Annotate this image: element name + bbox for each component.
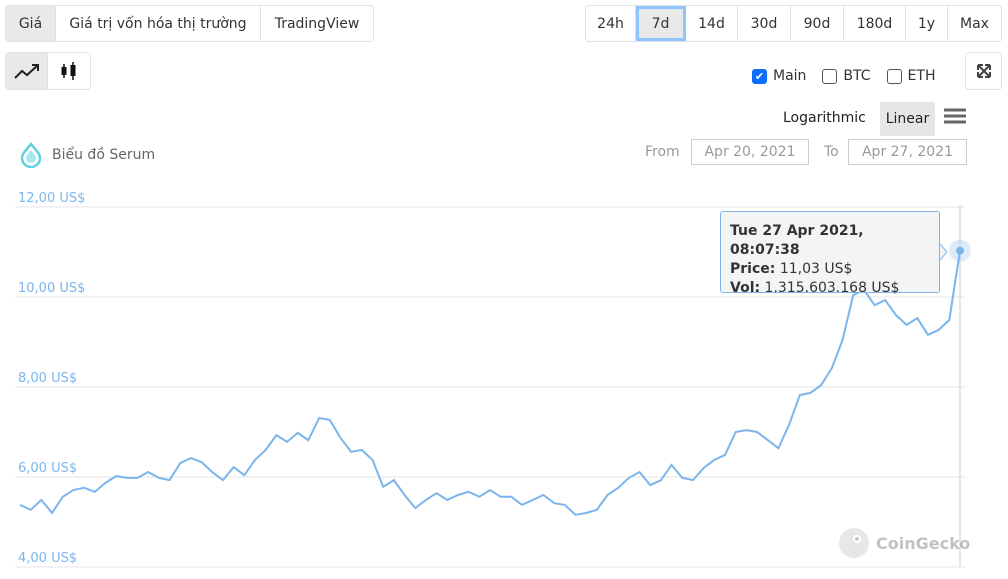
checkbox[interactable]: [822, 68, 838, 84]
range-1y[interactable]: 1y: [906, 6, 948, 41]
coingecko-watermark: CoinGecko: [838, 527, 970, 559]
chart-title: Biểu đồ Serum: [18, 142, 155, 168]
toggle-label: BTC: [843, 68, 871, 84]
y-tick-label: 12,00 US$: [18, 191, 86, 206]
tooltip-date: Tue 27 Apr 2021, 08:07:38: [730, 223, 864, 258]
hamburger-menu-icon: [943, 108, 967, 124]
range-7d[interactable]: 7d: [636, 6, 686, 41]
range-180d[interactable]: 180d: [844, 6, 906, 41]
coingecko-logo-icon: [839, 528, 869, 558]
range-buttons: 24h 7d 14d 30d 90d 180d 1y Max: [585, 5, 1002, 42]
tab-market-cap[interactable]: Giá trị vốn hóa thị trường: [56, 6, 261, 41]
logarithmic-button[interactable]: Logarithmic: [783, 110, 866, 126]
expand-icon: [976, 64, 991, 78]
candlestick-icon: [61, 62, 76, 80]
range-max[interactable]: Max: [948, 6, 1001, 41]
to-label: To: [824, 144, 839, 160]
toggle-label: Main: [773, 68, 807, 84]
from-label: From: [645, 144, 680, 160]
tab-price[interactable]: Giá: [6, 6, 56, 41]
line-chart-button[interactable]: [6, 53, 48, 89]
range-30d[interactable]: 30d: [738, 6, 791, 41]
tooltip-vol: 1.315.603.168 US$: [764, 280, 900, 296]
tab-tradingview[interactable]: TradingView: [261, 6, 373, 41]
range-90d[interactable]: 90d: [791, 6, 844, 41]
checkbox[interactable]: [886, 68, 902, 84]
range-14d[interactable]: 14d: [686, 6, 738, 41]
toggle-label: ETH: [907, 68, 936, 84]
linear-button[interactable]: Linear: [880, 102, 935, 136]
range-24h[interactable]: 24h: [586, 6, 636, 41]
chart-title-text: Biểu đồ Serum: [52, 147, 156, 163]
chart-menu-button[interactable]: [943, 108, 967, 130]
line-chart-icon: [13, 64, 39, 79]
checkbox[interactable]: ✔: [752, 68, 767, 84]
price-line: [19, 250, 961, 516]
y-tick-label: 8,00 US$: [18, 371, 78, 386]
from-date-input[interactable]: Apr 20, 2021: [691, 139, 809, 165]
tooltip-pointer: [939, 243, 948, 261]
y-tick-label: 10,00 US$: [18, 281, 86, 296]
tooltip-price-label: Price:: [730, 261, 776, 277]
fullscreen-button[interactable]: [965, 52, 1002, 90]
serum-logo-icon: [20, 142, 42, 168]
view-tabs: Giá Giá trị vốn hóa thị trường TradingVi…: [5, 5, 374, 42]
toggle-btc[interactable]: BTC: [822, 68, 871, 84]
tooltip-vol-label: Vol:: [730, 280, 761, 296]
chart-type-toggle: [5, 52, 91, 90]
toggle-main[interactable]: ✔ Main: [752, 68, 806, 84]
y-tick-label: 6,00 US$: [18, 461, 78, 476]
to-date-input[interactable]: Apr 27, 2021: [848, 139, 967, 165]
watermark-text: CoinGecko: [876, 533, 971, 553]
tooltip: Tue 27 Apr 2021, 08:07:38 Price: 11,03 U…: [720, 211, 940, 296]
hover-point: [956, 246, 964, 255]
candlestick-button[interactable]: [48, 53, 90, 89]
toggle-eth[interactable]: ETH: [886, 68, 936, 84]
tooltip-price: 11,03 US$: [779, 261, 853, 277]
y-tick-label: 4,00 US$: [18, 551, 78, 566]
series-toggles: ✔ Main BTC ETH: [752, 68, 935, 84]
